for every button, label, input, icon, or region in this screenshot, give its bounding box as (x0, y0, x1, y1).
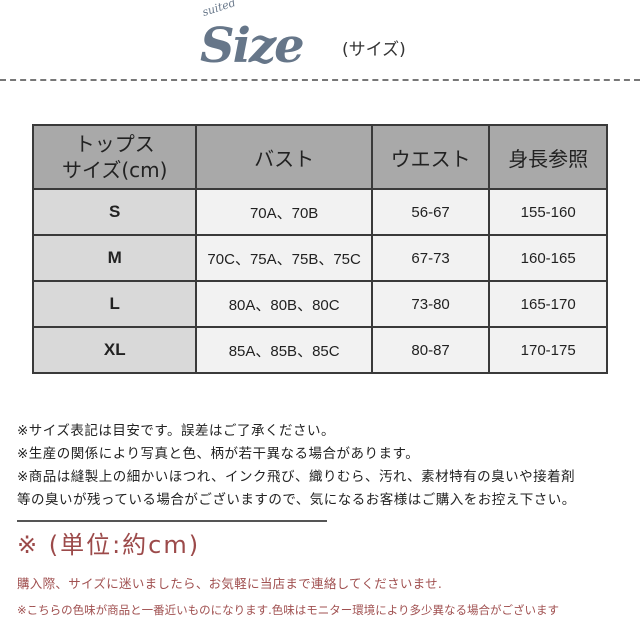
notes: ※サイズ表記は目安です。誤差はご了承ください。 ※生産の関係により写真と色、柄が… (17, 420, 576, 512)
size-cell: XL (31, 326, 198, 374)
bust-cell: 85A、85B、85C (195, 326, 373, 374)
size-cell: S (31, 188, 198, 236)
title-main: Size (200, 18, 305, 74)
note-line: ※サイズ表記は目安です。誤差はご了承ください。 (17, 423, 336, 439)
size-table: トップス サイズ(cm) バスト ウエスト 身長参照 S 70A、70B 56-67… (31, 124, 608, 374)
header-height: 身長参照 (488, 124, 608, 190)
size-title: suited Size (サイズ) (180, 0, 480, 76)
height-cell: 160-165 (488, 234, 608, 282)
height-cell: 170-175 (488, 326, 608, 374)
bust-cell: 80A、80B、80C (195, 280, 373, 328)
divider (17, 520, 327, 522)
dashed-divider (0, 79, 640, 81)
waist-cell: 67-73 (370, 234, 491, 282)
contact-note: 購入際、サイズに迷いましたら、お気軽に当店まで連絡してくださいませ. (17, 576, 443, 591)
table-row: S 70A、70B 56-67 155-160 (31, 188, 608, 236)
height-cell: 165-170 (488, 280, 608, 328)
header-size: トップス サイズ(cm) (31, 124, 198, 190)
waist-cell: 73-80 (370, 280, 491, 328)
title-tag: suited (200, 0, 238, 19)
table-row: M 70C、75A、75B、75C 67-73 160-165 (31, 234, 608, 282)
height-cell: 155-160 (488, 188, 608, 236)
table-row: L 80A、80B、80C 73-80 165-170 (31, 280, 608, 328)
size-cell: L (31, 280, 198, 328)
header-bust: バスト (195, 124, 373, 190)
header-waist: ウエスト (370, 124, 491, 190)
color-note: ※こちらの色味が商品と一番近いものになります.色味はモニター環境により多少異なる… (17, 603, 560, 617)
note-line: ※生産の関係により写真と色、柄が若干異なる場合があります。 (17, 446, 420, 462)
table-row: XL 85A、85B、85C 80-87 170-175 (31, 326, 608, 374)
note-line: 等の臭いが残っている場合がございますので、気になるお客様はご購入をお控え下さい。 (17, 492, 576, 508)
waist-cell: 56-67 (370, 188, 491, 236)
title-sub: (サイズ) (342, 40, 406, 60)
size-cell: M (31, 234, 198, 282)
bust-cell: 70A、70B (195, 188, 373, 236)
table-header: トップス サイズ(cm) バスト ウエスト 身長参照 (31, 124, 608, 190)
waist-cell: 80-87 (370, 326, 491, 374)
unit-note: ※ (単位:約cm) (17, 531, 201, 559)
bust-cell: 70C、75A、75B、75C (195, 234, 373, 282)
note-line: ※商品は縫製上の細かいほつれ、インク飛び、織りむら、汚れ、素材特有の臭いや接着剤 (17, 469, 576, 485)
